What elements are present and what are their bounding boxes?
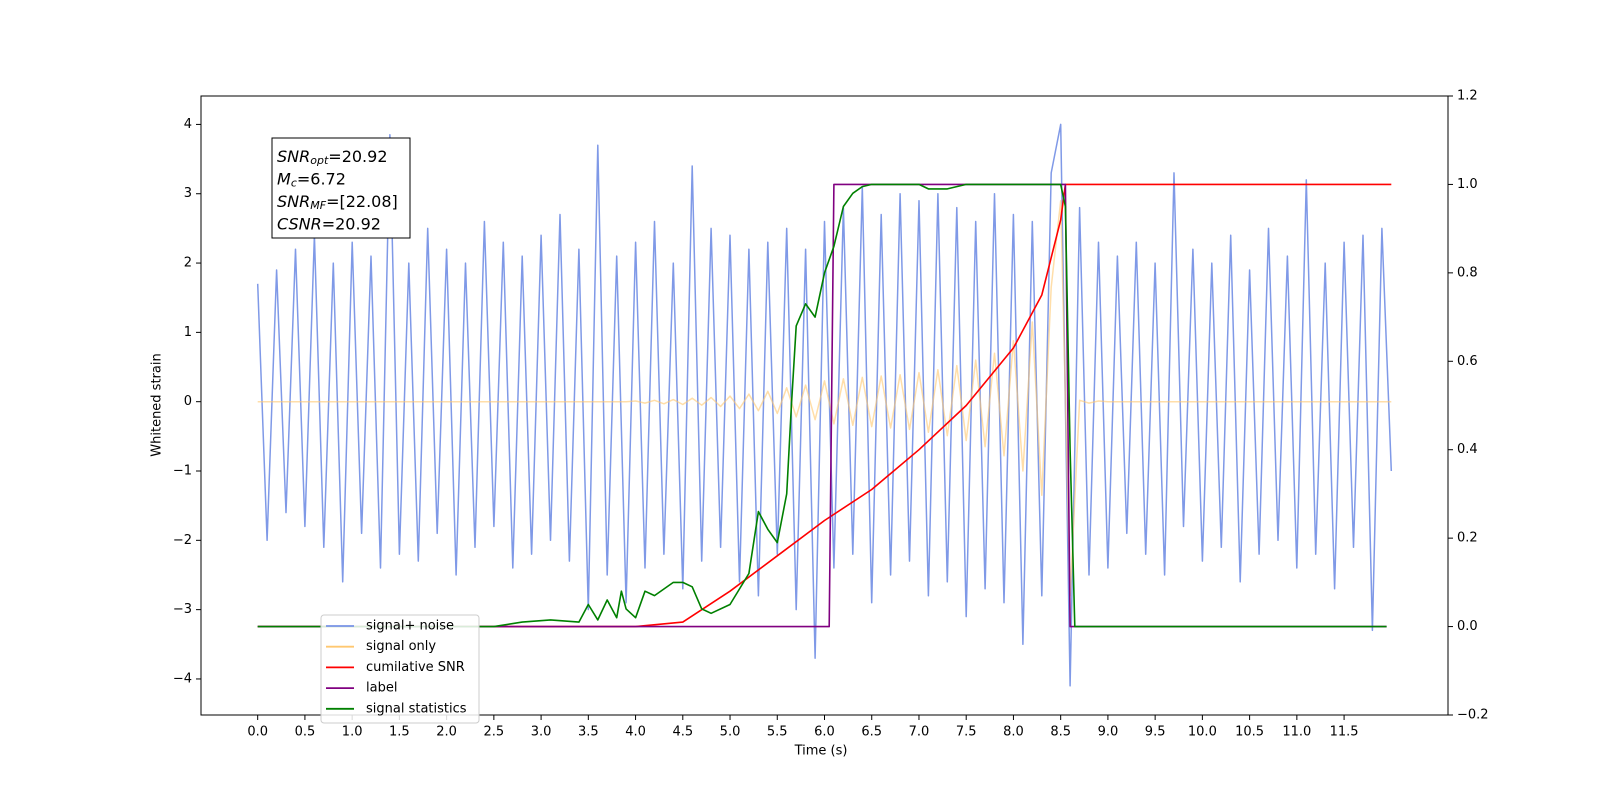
y2-tick-label: 0.0: [1457, 619, 1478, 634]
series-line: [257, 199, 1392, 597]
annotation-line: CSNR=20.92: [277, 214, 381, 233]
annotation-symbol: M: [277, 169, 291, 188]
x-tick-label: 4.5: [672, 725, 693, 740]
annotation-symbol: SNR: [277, 192, 310, 211]
annotation-line: Mc=6.72: [277, 169, 346, 190]
y-tick-label: −4: [173, 671, 192, 686]
annotation-subscript: c: [291, 177, 297, 190]
x-tick-label: 8.5: [1050, 725, 1071, 740]
legend-label: cumilative SNR: [366, 660, 465, 675]
x-tick-label: 0.5: [295, 725, 316, 740]
annotation-line: SNRopt=20.92: [277, 147, 388, 168]
legend-label: signal+ noise: [366, 619, 454, 634]
annotation-value: =6.72: [297, 169, 346, 188]
x-tick-label: 7.0: [909, 725, 930, 740]
annotation-line: SNRMF=[22.08]: [277, 192, 398, 213]
x-tick-label: 6.0: [814, 725, 835, 740]
x-tick-label: 5.0: [720, 725, 741, 740]
annotation-subscript: MF: [310, 199, 326, 212]
x-tick-label: 4.0: [625, 725, 646, 740]
y-tick-label: −3: [173, 602, 192, 617]
annotation-value: =20.92: [328, 147, 387, 166]
x-tick-label: 3.0: [531, 725, 552, 740]
y-tick-label: −1: [173, 464, 192, 479]
y-tick-label: 1: [184, 325, 192, 340]
series-line: [257, 183, 1392, 628]
plot-frame: [200, 95, 1449, 716]
y2-tick-label: −0.2: [1457, 708, 1489, 723]
legend-box: [320, 614, 480, 724]
x-tick-label: 9.5: [1145, 725, 1166, 740]
x-tick-label: 2.0: [436, 725, 457, 740]
y2-tick-label: 0.2: [1457, 531, 1478, 546]
annotation-value: =20.92: [322, 214, 381, 233]
x-axis-label: Time (s): [794, 744, 848, 759]
series-line: [256, 123, 1393, 687]
x-tick-label: 0.0: [247, 725, 268, 740]
x-tick-label: 11.5: [1330, 725, 1359, 740]
x-tick-label: 6.5: [861, 725, 882, 740]
series-line: [257, 183, 1387, 628]
y-tick-label: 0: [184, 394, 192, 409]
annotation-box: [271, 137, 411, 239]
y-tick-label: 2: [184, 256, 192, 271]
x-tick-label: 1.0: [342, 725, 363, 740]
x-tick-label: 1.5: [389, 725, 410, 740]
annotation-subscript: opt: [310, 154, 329, 167]
x-tick-label: 10.0: [1188, 725, 1217, 740]
legend-label: label: [366, 681, 397, 696]
y-tick-label: −2: [173, 533, 192, 548]
x-tick-label: 3.5: [578, 725, 599, 740]
x-tick-label: 9.0: [1098, 725, 1119, 740]
y2-tick-label: 0.8: [1457, 265, 1478, 280]
y-tick-label: 3: [184, 186, 192, 201]
x-tick-label: 11.0: [1282, 725, 1311, 740]
y2-tick-label: 1.0: [1457, 177, 1478, 192]
legend-label: signal only: [366, 639, 436, 654]
annotation-symbol: CSNR: [277, 214, 322, 233]
x-tick-label: 10.5: [1235, 725, 1264, 740]
y-tick-label: 4: [184, 117, 192, 132]
x-tick-label: 8.0: [1003, 725, 1024, 740]
x-tick-label: 2.5: [484, 725, 505, 740]
x-tick-label: 5.5: [767, 725, 788, 740]
x-tick-label: 7.5: [956, 725, 977, 740]
y2-tick-label: 1.2: [1457, 89, 1478, 104]
annotation-value: =[22.08]: [326, 192, 398, 211]
legend-label: signal statistics: [366, 701, 467, 716]
y-axis-label: Whitened strain: [150, 353, 165, 456]
annotation-symbol: SNR: [277, 147, 310, 166]
y2-tick-label: 0.4: [1457, 442, 1478, 457]
y2-tick-label: 0.6: [1457, 354, 1478, 369]
